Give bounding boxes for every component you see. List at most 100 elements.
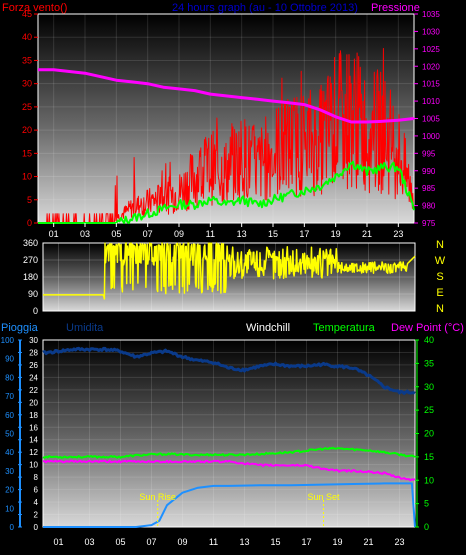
compass-label: S (436, 271, 443, 283)
temperature-line (42, 446, 416, 459)
hour-tick-label: 15 (270, 537, 280, 547)
wind-tick-label: 5 (27, 195, 32, 205)
wind-tick-label: 45 (22, 9, 32, 19)
windchill-legend: Windchill (246, 322, 290, 334)
rain-tick-label: 20 (29, 398, 38, 407)
temperature-tick-label: 5 (424, 499, 429, 509)
temperature-series (42, 446, 416, 459)
hour-tick-label: 11 (209, 537, 218, 547)
hour-tick-label: 07 (143, 229, 153, 239)
humidity-tick-label: 0 (10, 523, 15, 532)
rain-humidity-temperature-chart: Sun Rise Sun Set 024681012141618202224262… (1, 322, 464, 547)
degree-tick-label: 360 (23, 238, 38, 248)
wind-axis-label: Forza vento() (2, 2, 67, 14)
hour-axis-ticks: 01 03 05 07 09 11 13 15 17 19 21 23 (49, 223, 403, 239)
hour-tick-label: 05 (111, 229, 121, 239)
pressure-tick-label: 1020 (422, 62, 440, 71)
hour-tick-label: 05 (115, 537, 125, 547)
wind-tick-label: 0 (27, 218, 32, 228)
compass-label: N (436, 239, 444, 251)
rain-tick-label: 18 (29, 411, 38, 420)
humidity-axis-ticks: 0 10 20 30 40 50 60 70 80 90 100 (1, 336, 15, 532)
rain-tick-label: 2 (34, 511, 39, 520)
wind-tick-label: 25 (22, 102, 32, 112)
pressure-tick-label: 1025 (422, 45, 440, 54)
hour-tick-label: 01 (53, 537, 63, 547)
pressure-tick-label: 975 (422, 219, 436, 228)
temperature-tick-label: 25 (424, 405, 434, 415)
rain-axis-label: Pioggia (1, 322, 39, 334)
temperature-tick-label: 15 (424, 452, 434, 462)
wind-gust-series (38, 160, 415, 224)
hour-tick-label: 19 (331, 229, 341, 239)
humidity-tick-label: 50 (5, 430, 14, 439)
pressure-tick-label: 980 (422, 202, 436, 211)
hour-tick-label: 23 (394, 537, 404, 547)
compass-label: W (435, 255, 446, 267)
pressure-tick-label: 985 (422, 184, 436, 193)
pressure-axis-ticks: 975 980 985 990 995 1000 1005 1010 1015 1020 1025 1… (414, 10, 440, 228)
dewpoint-line (42, 459, 416, 482)
humidity-tick-label: 80 (5, 373, 14, 382)
wind-tick-label: 40 (22, 32, 32, 42)
dewpoint-legend: Dew Point (°C) (391, 322, 464, 334)
pressure-series (38, 68, 415, 124)
rain-tick-label: 4 (34, 498, 39, 507)
humidity-tick-label: 40 (5, 448, 14, 457)
rain-humidity-plot-area (42, 339, 416, 528)
temperature-tick-label: 10 (424, 475, 434, 485)
degree-tick-label: 0 (33, 306, 38, 316)
dewpoint-series (42, 459, 416, 482)
temperature-tick-label: 0 (424, 522, 429, 532)
hour-tick-label: 21 (362, 229, 372, 239)
wind-tick-label: 15 (22, 148, 32, 158)
pressure-tick-label: 995 (422, 149, 436, 158)
pressure-tick-label: 1010 (422, 97, 440, 106)
temperature-tick-label: 35 (424, 358, 434, 368)
wind-tick-label: 10 (22, 172, 32, 182)
pressure-tick-label: 1000 (422, 132, 440, 141)
wind-tick-label: 20 (22, 125, 32, 135)
rain-tick-label: 16 (29, 423, 38, 432)
hour-tick-label: 19 (332, 537, 342, 547)
rain-tick-label: 14 (29, 436, 38, 445)
degree-tick-label: 270 (23, 255, 38, 265)
hour-axis-ticks-bottom: 01 03 05 07 09 11 13 15 17 19 21 23 (53, 537, 404, 547)
temperature-tick-label: 20 (424, 429, 434, 439)
humidity-line (42, 346, 416, 395)
humidity-tick-label: 90 (5, 355, 14, 364)
hour-tick-label: 13 (239, 537, 249, 547)
hour-tick-label: 17 (299, 229, 309, 239)
humidity-series (42, 346, 416, 395)
wind-direction-line (42, 242, 416, 300)
pressure-tick-label: 1005 (422, 115, 440, 124)
rain-tick-label: 6 (34, 486, 39, 495)
rain-tick-label: 10 (29, 461, 38, 470)
wind-tick-label: 30 (22, 79, 32, 89)
rain-tick-label: 28 (29, 348, 38, 357)
pressure-tick-label: 1030 (422, 27, 440, 36)
wind-direction-series (42, 242, 416, 300)
sun-marker-label: Sun Rise (139, 492, 176, 502)
degree-tick-label: 180 (23, 272, 38, 282)
humidity-tick-label: 20 (5, 486, 14, 495)
rain-tick-label: 0 (34, 523, 39, 532)
humidity-tick-label: 10 (5, 504, 14, 513)
compass-label: E (436, 287, 443, 299)
wind-tick-label: 35 (22, 55, 32, 65)
wind-average-line (38, 160, 415, 224)
temperature-tick-label: 30 (424, 382, 434, 392)
humidity-axis-label: Umidita (66, 322, 104, 334)
hour-tick-label: 11 (206, 229, 215, 239)
rain-tick-label: 12 (29, 448, 38, 457)
pressure-tick-label: 1035 (422, 10, 440, 19)
humidity-tick-label: 70 (5, 392, 14, 401)
temperature-tick-label: 40 (424, 335, 434, 345)
hour-tick-label: 23 (393, 229, 403, 239)
hour-tick-label: 17 (301, 537, 311, 547)
rain-line (43, 482, 416, 528)
